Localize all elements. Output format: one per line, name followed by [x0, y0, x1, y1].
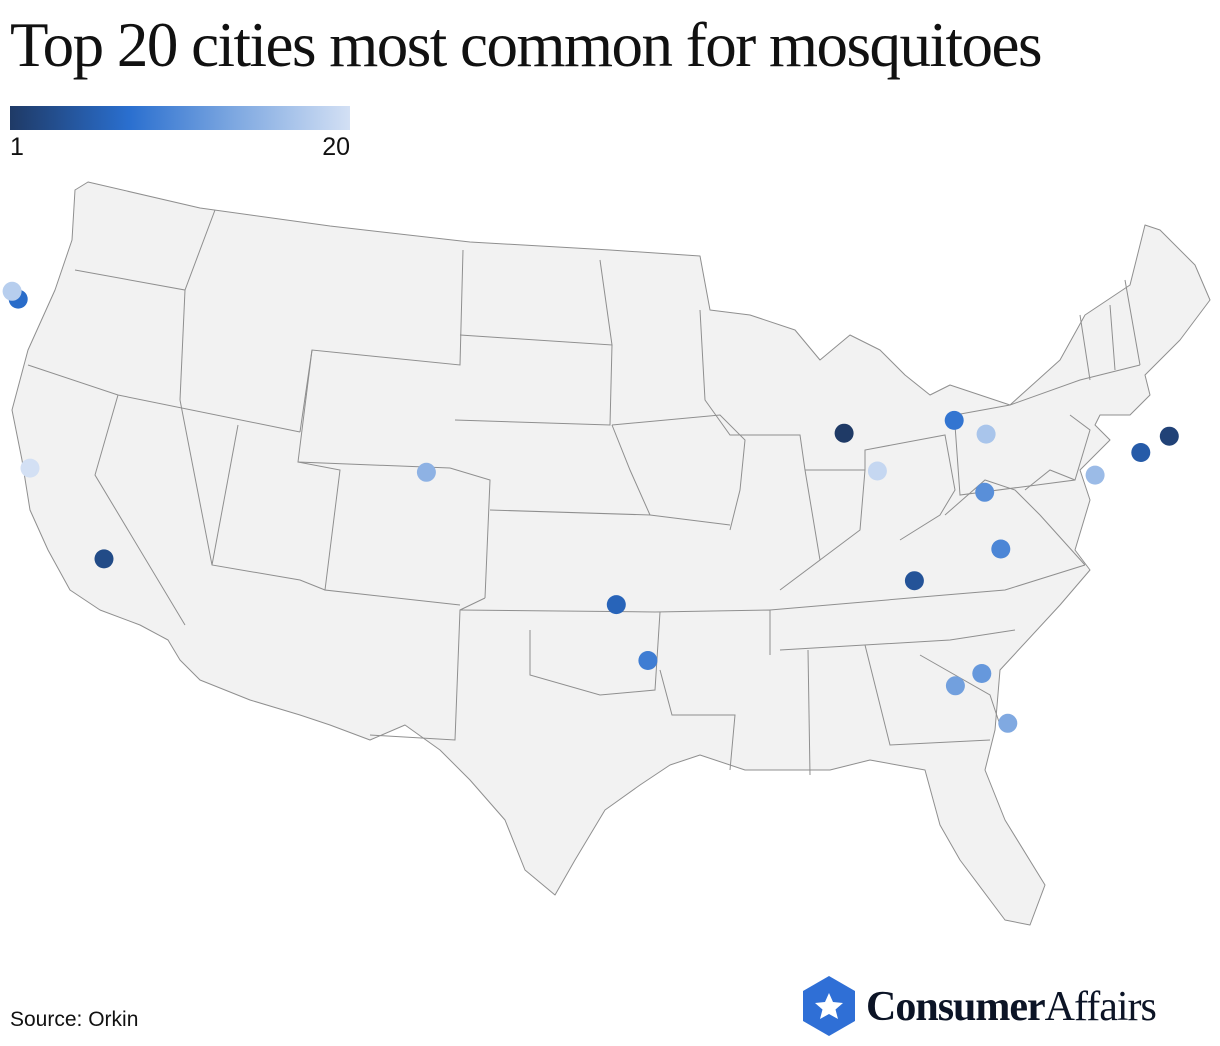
legend-gradient-bar [10, 106, 350, 130]
city-marker [416, 462, 436, 482]
brand-name: ConsumerAffairs [866, 983, 1157, 1030]
city-marker [20, 458, 40, 478]
city-marker [2, 281, 22, 301]
city-marker [944, 410, 964, 430]
city-marker [1159, 426, 1179, 446]
source-note: Source: Orkin [10, 1008, 139, 1031]
legend-max-label: 20 [322, 133, 350, 161]
color-legend: 1 20 [10, 106, 350, 161]
chart-title: Top 20 cities most common for mosquitoes [10, 10, 1043, 80]
city-marker [976, 424, 996, 444]
brand-name-light: Affairs [1044, 983, 1157, 1030]
legend-labels: 1 20 [10, 130, 350, 161]
state-borders [27, 209, 1141, 776]
brand-logo: ConsumerAffairs [800, 974, 1157, 1038]
contiguous-us-outline [11, 181, 1211, 926]
city-marker [94, 549, 114, 569]
city-markers [2, 281, 1179, 733]
city-marker [945, 676, 965, 696]
city-marker [972, 664, 992, 683]
us-map [2, 181, 1211, 926]
city-marker [991, 539, 1011, 559]
city-marker [606, 595, 626, 615]
city-marker [834, 423, 854, 443]
city-marker [1085, 465, 1105, 485]
city-marker [998, 713, 1018, 733]
city-marker [1131, 443, 1151, 462]
city-marker [975, 482, 995, 502]
legend-min-label: 1 [10, 133, 24, 161]
city-marker [904, 571, 924, 591]
city-marker [638, 651, 658, 670]
map-base [11, 181, 1211, 926]
brand-name-bold: Consumer [866, 983, 1046, 1030]
city-marker [867, 461, 887, 481]
star-hexagon-icon [803, 976, 855, 1036]
